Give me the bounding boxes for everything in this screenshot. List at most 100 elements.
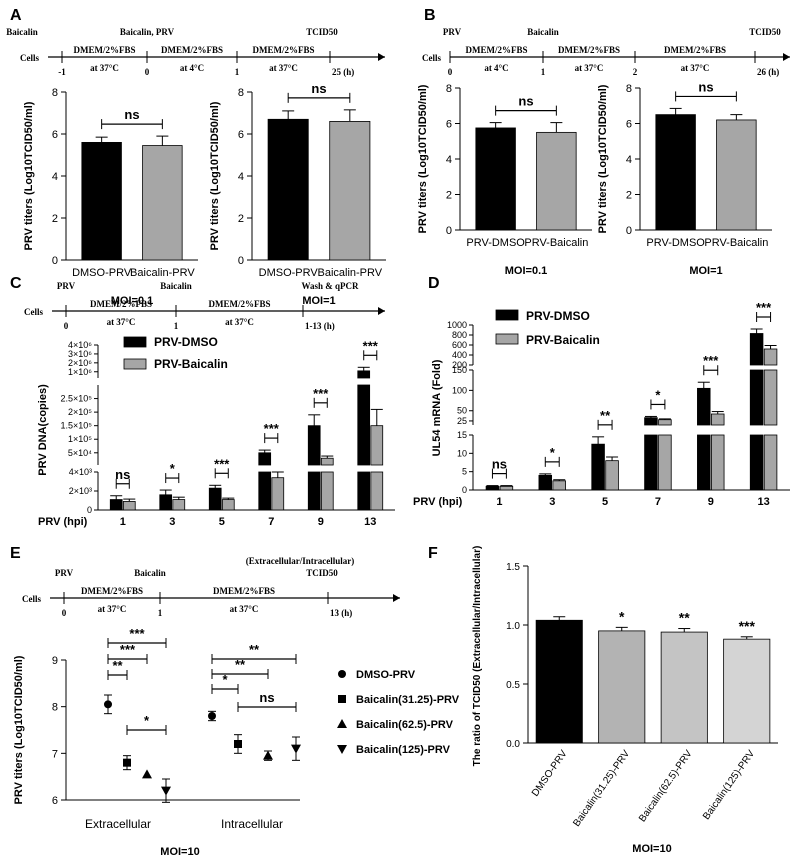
medium-label: DMEM/2%FBS: [81, 586, 143, 596]
y-axis-label: UL54 mRNA (Fold): [431, 359, 443, 456]
medium-label: DMEM/2%FBS: [466, 45, 528, 55]
bar-Baicalin(31.25)-PRV: [598, 630, 646, 744]
treatment-label: TCID50: [306, 568, 338, 578]
timeline-arrowhead: [378, 53, 385, 61]
bar-PRV-DMSO-13: [357, 384, 371, 466]
bar-PRV-DMSO-3: [159, 494, 173, 511]
y-axis-label: PRV titers (Log10TCID50/ml): [209, 101, 221, 250]
bar-PRV-Baicalin-7: [658, 419, 672, 426]
significance-label: **: [600, 408, 611, 423]
y-tick-label: 150: [452, 365, 467, 375]
x-tick-label: Baicalin(62.5)-PRV: [637, 748, 695, 824]
significance-label: *: [144, 713, 150, 728]
panel-letter: C: [10, 275, 22, 292]
temperature-label: at 4°C: [180, 63, 204, 73]
panel-letter: E: [10, 545, 21, 562]
legend-label: DMSO-PRV: [356, 669, 416, 681]
bar-PRV-DMSO-9: [307, 425, 321, 466]
y-tick-label: 0: [446, 225, 452, 237]
significance-label: *: [655, 387, 661, 402]
y-tick-label: 4: [446, 154, 452, 166]
significance-label: ***: [703, 353, 719, 368]
x-tick-label: 13: [364, 516, 376, 528]
bar-PRV-Baicalin-9: [320, 471, 334, 511]
y-axis-label: PRV titers (Log10TCID50/ml): [597, 84, 609, 233]
y-tick-label: 1.5: [506, 562, 520, 573]
bar-PRV-Baicalin-13: [763, 434, 778, 491]
cells-label: Cells: [20, 53, 39, 63]
y-tick-label: 0: [626, 225, 632, 237]
bar-PRV-DMSO-9: [697, 434, 711, 491]
y-tick-label: 15: [457, 430, 467, 440]
x-tick-label: PRV-DMSO: [466, 237, 525, 249]
significance-label: ***: [264, 421, 280, 436]
point-Baicalin(62.5)-PRV: [142, 769, 152, 779]
legend-marker: [338, 695, 346, 703]
medium-label: DMEM/2%FBS: [161, 45, 223, 55]
x-tick-label: 13: [757, 496, 769, 508]
y-axis-label: The ratio of TCID50 (Extracellular/Intra…: [472, 546, 483, 767]
moi-label: MOI=1: [689, 265, 722, 277]
y-tick-label: 0.5: [506, 680, 520, 691]
medium-label: DMEM/2%FBS: [213, 586, 275, 596]
legend-marker: [338, 670, 346, 678]
y-tick-label: 1×10⁵: [68, 434, 92, 444]
significance-label: ***: [120, 642, 136, 657]
bar-PRV-Baicalin: [536, 131, 577, 231]
legend-swatch-baicalin: [123, 358, 147, 370]
bar-Baicalin-PRV: [142, 145, 183, 261]
bar-Baicalin-PRV: [329, 121, 371, 261]
bar-PRV-DMSO-9: [307, 471, 321, 511]
panel-letter: F: [428, 545, 438, 562]
bar-PRV-Baicalin-5: [221, 499, 235, 511]
cells-label: Cells: [24, 307, 43, 317]
y-tick-label: 6: [626, 119, 632, 131]
y-tick-label: 0: [238, 255, 244, 267]
bar-PRV-Baicalin-7: [658, 434, 672, 491]
bar-Baicalin(125)-PRV: [723, 638, 771, 744]
bar-PRV-Baicalin-3: [172, 499, 186, 511]
panel-letter: D: [428, 275, 440, 292]
significance-label: *: [550, 445, 556, 460]
y-tick-label: 100: [452, 385, 467, 395]
significance-label: ***: [214, 456, 230, 471]
x-tick-label: PRV-Baicalin: [704, 237, 768, 249]
significance-label: *: [222, 672, 228, 687]
y-axis-label: PRV DNA(copies): [37, 384, 49, 476]
x-tick-label: 9: [708, 496, 714, 508]
legend-label: PRV-DMSO: [526, 309, 590, 323]
bar-PRV-Baicalin: [716, 119, 757, 231]
treatment-label: Wash & qPCR: [301, 281, 359, 291]
timeline-tick-label: 26 (h): [757, 67, 779, 77]
significance-label: **: [249, 642, 260, 657]
significance-label: ***: [313, 386, 329, 401]
treatment-label: Baicalin: [527, 27, 559, 37]
y-tick-label: 6: [52, 795, 58, 807]
y-tick-label: 800: [452, 330, 467, 340]
cells-label: Cells: [22, 594, 41, 604]
bar-DMSO-PRV: [81, 141, 122, 261]
bar-PRV-Baicalin-7: [271, 477, 285, 511]
bar-PRV-Baicalin-3: [552, 480, 566, 491]
significance-label: ***: [739, 618, 756, 634]
timeline-tick-label: 13 (h): [330, 608, 352, 618]
y-tick-label: 8: [626, 83, 632, 95]
moi-label: MOI=1: [302, 295, 335, 307]
legend-label: Baicalin(31.25)-PRV: [356, 694, 460, 706]
x-tick-label: 1: [496, 496, 502, 508]
bar-PRV-DMSO-7: [258, 471, 272, 511]
x-prefix-label: PRV (hpi): [413, 496, 463, 508]
bar-PRV-DMSO-7: [644, 434, 658, 491]
bar-PRV-DMSO-9: [697, 387, 711, 426]
medium-label: DMEM/2%FBS: [90, 299, 152, 309]
y-tick-label: 1.0: [506, 621, 520, 632]
temperature-label: at 37°C: [681, 63, 710, 73]
timeline-tick-label: 25 (h): [332, 67, 354, 77]
bar-PRV-Baicalin-1: [499, 485, 514, 491]
significance-label: ***: [363, 338, 379, 353]
significance-label: ns: [259, 690, 274, 705]
timeline-arrowhead: [378, 307, 385, 315]
y-tick-label: 0: [52, 255, 58, 267]
y-tick-label: 7: [52, 748, 58, 760]
bar-PRV-DMSO-3: [538, 474, 553, 491]
